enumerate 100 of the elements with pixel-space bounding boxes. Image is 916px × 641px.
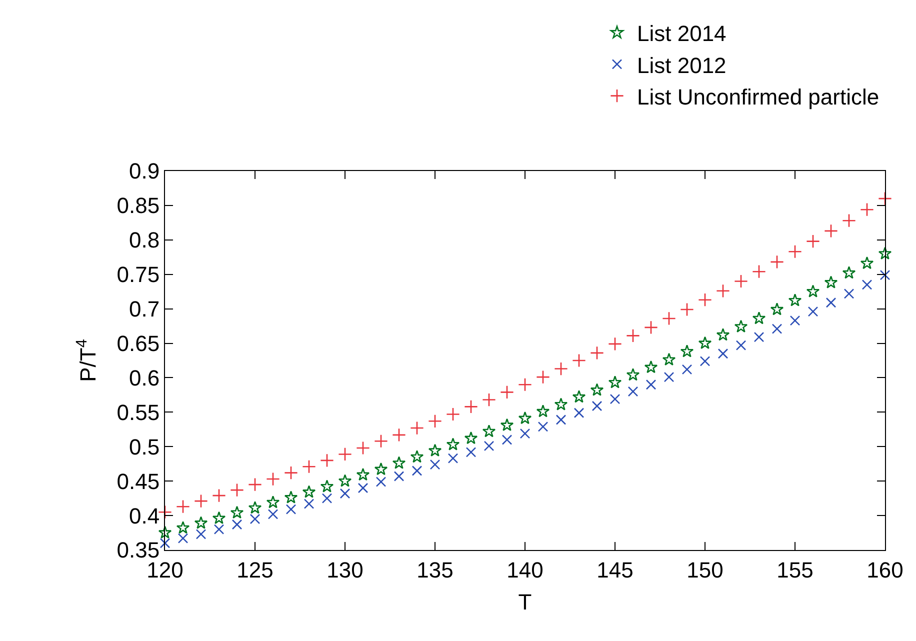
x-tick-label: 155 <box>776 557 814 582</box>
point <box>806 234 820 248</box>
point <box>556 414 566 425</box>
point <box>788 244 802 259</box>
point <box>770 302 784 316</box>
y-tick-label: 0.55 <box>116 400 160 425</box>
point <box>428 444 442 457</box>
point <box>160 538 170 548</box>
point <box>194 494 208 508</box>
point <box>304 498 314 509</box>
point <box>826 297 836 308</box>
x-tick-label: 140 <box>506 557 544 582</box>
point <box>356 441 370 455</box>
y-tick-label: 0.45 <box>116 468 160 494</box>
point <box>610 394 620 404</box>
x-tick-label: 135 <box>416 557 454 582</box>
point <box>392 428 406 442</box>
point <box>484 440 494 452</box>
x-tick-label: 130 <box>326 557 364 582</box>
point <box>482 392 496 407</box>
x-tick-label: 125 <box>236 557 274 582</box>
point <box>590 346 604 360</box>
point <box>176 521 190 534</box>
point <box>772 324 782 334</box>
point <box>682 364 692 375</box>
x-axis-title: T <box>518 589 532 614</box>
point <box>374 462 388 476</box>
point <box>590 383 604 396</box>
point <box>500 418 514 432</box>
point <box>448 453 458 464</box>
point <box>608 376 622 388</box>
point <box>536 370 550 384</box>
point <box>628 386 638 397</box>
point <box>248 478 262 492</box>
point <box>214 524 224 534</box>
point <box>680 344 694 358</box>
point <box>716 284 730 298</box>
point <box>410 421 424 435</box>
point <box>718 348 728 359</box>
point <box>176 500 190 514</box>
point <box>286 504 296 514</box>
point <box>320 453 334 468</box>
point <box>302 485 316 498</box>
point <box>592 400 602 412</box>
point <box>860 202 874 217</box>
point <box>338 474 352 487</box>
point <box>862 280 872 290</box>
point <box>338 447 352 462</box>
point <box>410 450 424 463</box>
point <box>554 362 568 376</box>
point <box>212 488 226 503</box>
point <box>340 488 350 499</box>
point <box>608 337 622 351</box>
point <box>248 501 262 514</box>
legend-label: List 2012 <box>637 52 726 78</box>
point <box>446 438 460 450</box>
point <box>320 480 334 492</box>
y-tick-label: 0.6 <box>129 365 160 390</box>
y-tick-label: 0.9 <box>129 158 160 184</box>
point <box>878 192 892 206</box>
point <box>464 400 478 414</box>
x-tick-label: 160 <box>866 557 904 582</box>
point <box>644 360 658 374</box>
point <box>572 354 586 368</box>
point <box>322 493 332 504</box>
point <box>860 256 874 270</box>
point <box>680 302 694 316</box>
legend-label: List 2014 <box>637 21 726 46</box>
point <box>394 471 404 482</box>
point <box>538 422 548 432</box>
point <box>178 533 188 544</box>
point <box>844 288 854 299</box>
x-tick-label: 145 <box>596 557 634 582</box>
point <box>430 459 440 470</box>
point <box>662 352 676 366</box>
point <box>842 266 856 279</box>
point <box>662 312 676 326</box>
point <box>230 506 244 519</box>
point <box>626 368 640 381</box>
point <box>808 306 818 317</box>
point <box>572 390 586 403</box>
point <box>878 246 892 260</box>
y-tick-label: 0.8 <box>129 228 160 253</box>
x-tick-label: 150 <box>686 557 724 582</box>
point <box>734 274 748 288</box>
point <box>646 379 656 390</box>
point <box>250 514 260 524</box>
y-tick-label: 0.4 <box>129 503 160 528</box>
point <box>736 340 746 350</box>
point <box>428 414 442 428</box>
point <box>716 328 730 341</box>
point <box>806 284 820 298</box>
point <box>374 434 388 448</box>
point <box>412 466 422 476</box>
point <box>446 407 460 422</box>
point <box>842 214 856 228</box>
point <box>664 372 674 382</box>
point <box>232 519 242 530</box>
point <box>284 490 298 504</box>
point <box>644 320 658 334</box>
